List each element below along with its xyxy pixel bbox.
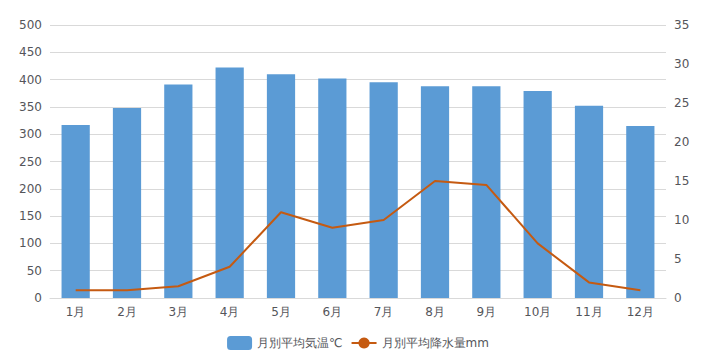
svg-text:450: 450 xyxy=(19,45,42,59)
svg-text:400: 400 xyxy=(19,73,42,87)
svg-text:300: 300 xyxy=(19,127,42,141)
svg-text:35: 35 xyxy=(674,18,689,32)
svg-text:10: 10 xyxy=(674,213,689,227)
svg-text:15: 15 xyxy=(674,174,689,188)
svg-text:250: 250 xyxy=(19,155,42,169)
svg-text:10月: 10月 xyxy=(524,305,551,319)
svg-text:50: 50 xyxy=(27,264,42,278)
svg-text:5: 5 xyxy=(674,252,682,266)
svg-text:8月: 8月 xyxy=(425,305,445,319)
svg-text:6月: 6月 xyxy=(323,305,343,319)
svg-text:1月: 1月 xyxy=(66,305,86,319)
svg-text:月別平均降水量mm: 月別平均降水量mm xyxy=(382,336,489,350)
svg-text:200: 200 xyxy=(19,182,42,196)
svg-text:25: 25 xyxy=(674,96,689,110)
svg-text:7月: 7月 xyxy=(374,305,394,319)
svg-text:11月: 11月 xyxy=(575,305,602,319)
svg-text:3月: 3月 xyxy=(169,305,189,319)
svg-text:150: 150 xyxy=(19,209,42,223)
svg-text:月別平均気温℃: 月別平均気温℃ xyxy=(257,336,342,350)
svg-text:5月: 5月 xyxy=(271,305,291,319)
svg-text:0: 0 xyxy=(34,291,42,305)
svg-text:100: 100 xyxy=(19,236,42,250)
svg-text:20: 20 xyxy=(674,135,689,149)
svg-text:4月: 4月 xyxy=(220,305,240,319)
svg-text:30: 30 xyxy=(674,57,689,71)
svg-text:350: 350 xyxy=(19,100,42,114)
svg-text:2月: 2月 xyxy=(117,305,137,319)
svg-text:0: 0 xyxy=(674,291,682,305)
svg-text:500: 500 xyxy=(19,18,42,32)
svg-text:9月: 9月 xyxy=(477,305,497,319)
svg-text:12月: 12月 xyxy=(627,305,654,319)
